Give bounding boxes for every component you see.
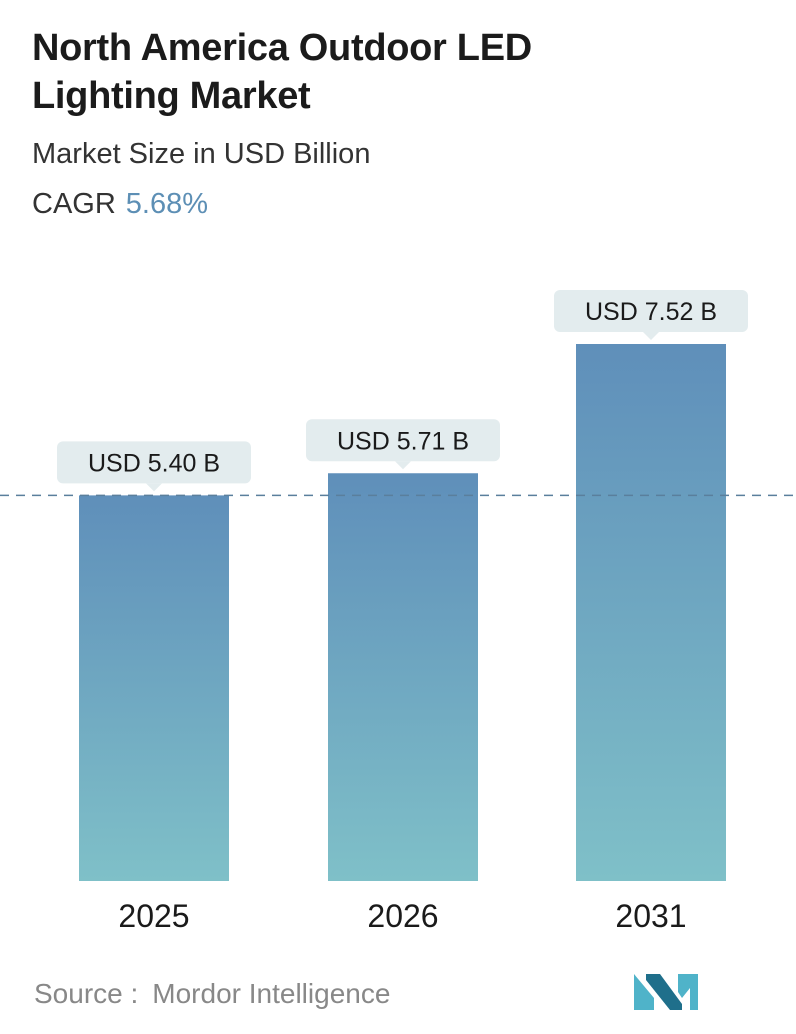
chart-subtitle: Market Size in USD Billion bbox=[32, 138, 371, 170]
source-credit: Source : Mordor Intelligence bbox=[34, 978, 390, 1010]
source-name: Mordor Intelligence bbox=[152, 978, 391, 1009]
bar-2025 bbox=[79, 495, 229, 881]
cagr-row: CAGR 5.68% bbox=[32, 188, 208, 221]
value-callout-box bbox=[57, 441, 251, 484]
value-callout-pointer bbox=[146, 483, 162, 492]
value-label: USD 5.71 B bbox=[337, 427, 469, 455]
x-tick-label: 2026 bbox=[367, 898, 438, 934]
x-tick-label: 2031 bbox=[615, 898, 686, 934]
chart-title: North America Outdoor LED Lighting Marke… bbox=[32, 27, 532, 117]
source-label: Source : bbox=[34, 978, 139, 1009]
value-callout-pointer bbox=[395, 461, 411, 470]
bar-2026 bbox=[328, 473, 478, 881]
value-callout-2026: USD 5.71 B bbox=[306, 419, 500, 470]
bars-layer bbox=[79, 344, 726, 881]
value-callout-2031: USD 7.52 B bbox=[554, 290, 748, 340]
labels-layer: USD 5.40 B 2025 USD 5.71 B 2026 USD 7.52 B 20… bbox=[57, 290, 748, 934]
mordor-intelligence-logo bbox=[634, 974, 698, 1010]
logo-shape-left bbox=[634, 974, 654, 1010]
value-callout-2025: USD 5.40 B bbox=[57, 441, 251, 492]
value-callout-pointer bbox=[643, 332, 659, 340]
value-label: USD 5.40 B bbox=[88, 449, 220, 477]
logo-shape-middle bbox=[646, 974, 682, 1010]
bar-2031 bbox=[576, 344, 726, 881]
value-callout-box bbox=[554, 290, 748, 332]
logo-shape-right bbox=[678, 974, 698, 1010]
cagr-value: 5.68% bbox=[125, 188, 209, 220]
value-callout-box bbox=[306, 419, 500, 462]
x-tick-label: 2025 bbox=[118, 898, 189, 934]
cagr-label: CAGR bbox=[32, 188, 116, 220]
value-label: USD 7.52 B bbox=[585, 298, 717, 326]
